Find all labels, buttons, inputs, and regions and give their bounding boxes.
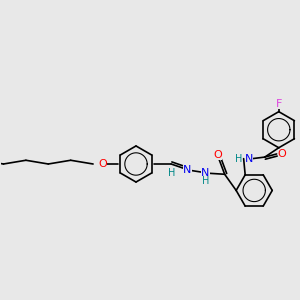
Text: H: H	[235, 154, 242, 164]
Text: H: H	[168, 168, 176, 178]
Text: N: N	[201, 168, 210, 178]
Text: F: F	[276, 99, 282, 109]
Text: H: H	[202, 176, 209, 186]
Text: N: N	[245, 154, 253, 164]
Text: O: O	[278, 149, 286, 159]
Text: O: O	[213, 150, 222, 160]
Text: N: N	[183, 165, 191, 175]
Text: O: O	[99, 159, 107, 169]
